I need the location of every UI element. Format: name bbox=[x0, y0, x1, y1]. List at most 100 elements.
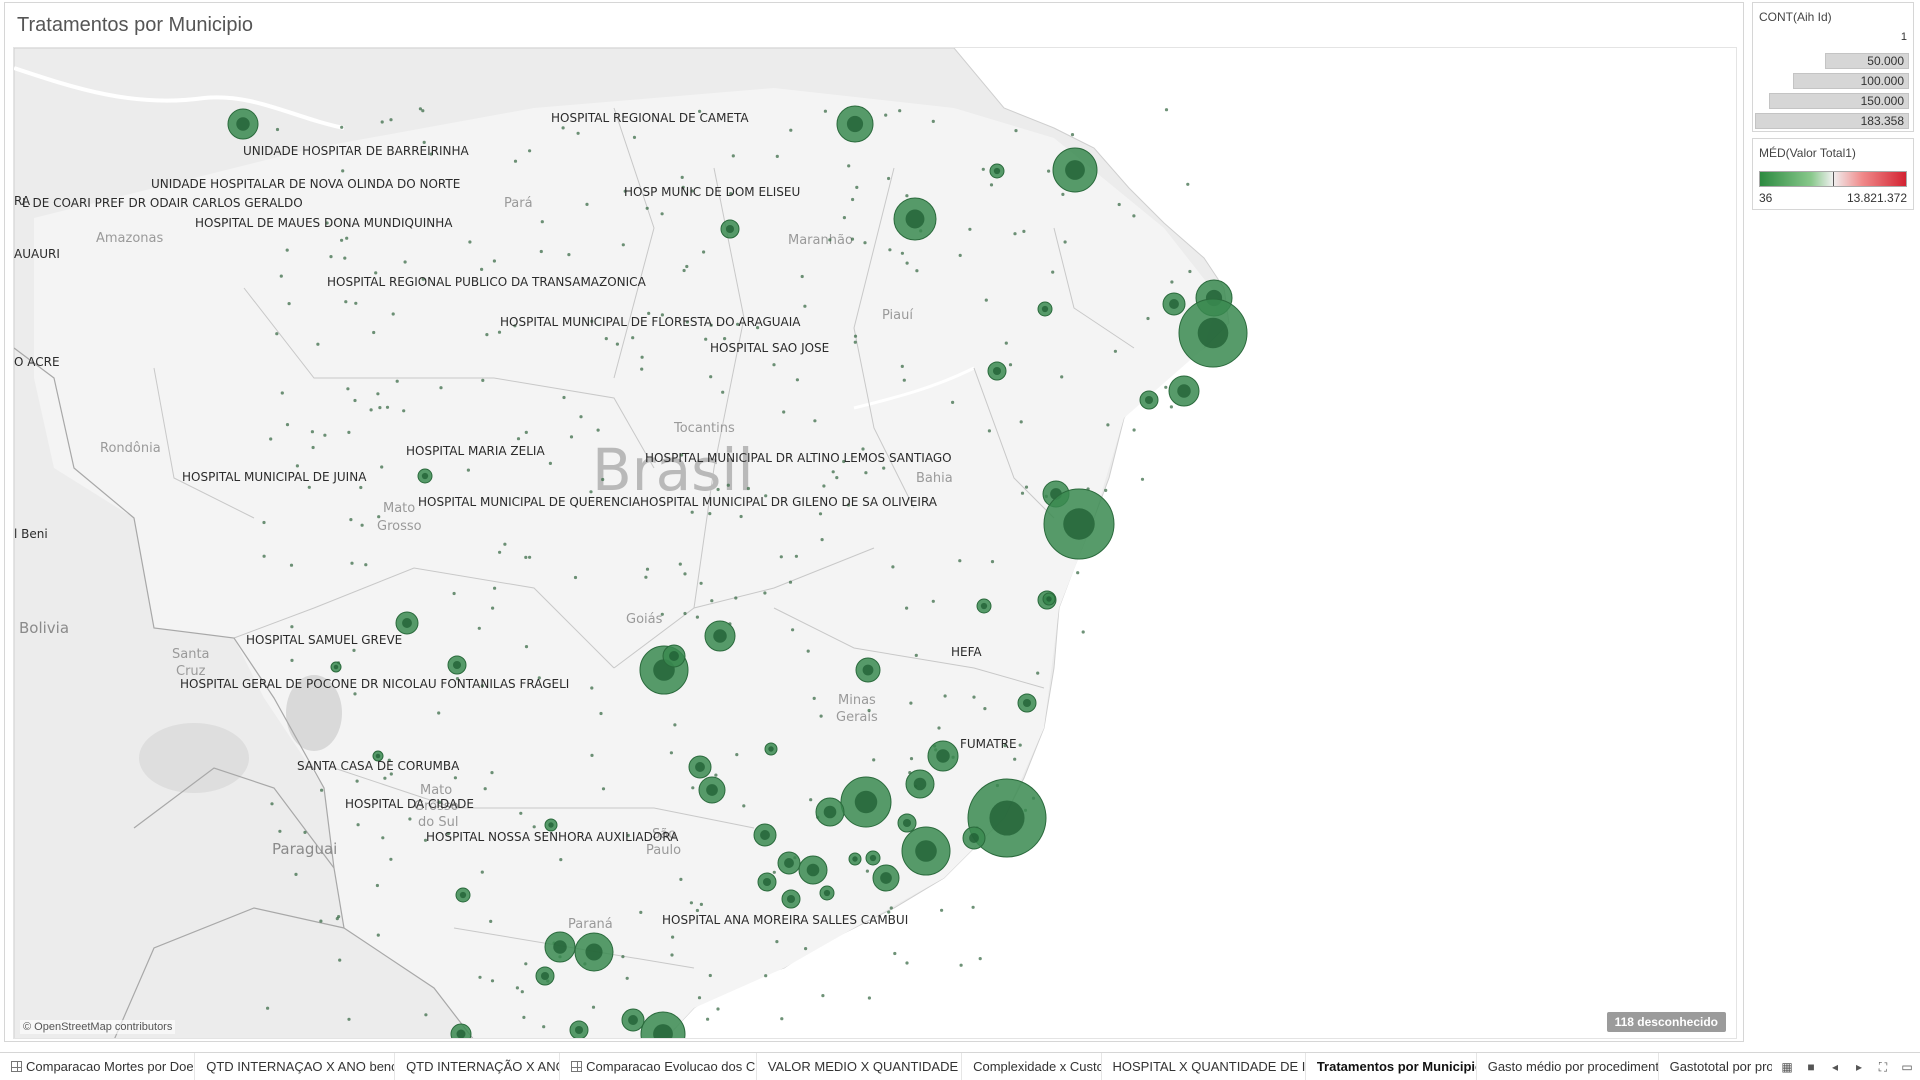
hospital-bubble[interactable] bbox=[395, 611, 419, 635]
hospital-bubble[interactable] bbox=[848, 852, 862, 866]
hospital-bubble[interactable] bbox=[927, 740, 959, 772]
hospital-bubbles[interactable] bbox=[227, 105, 1248, 1039]
size-legend-item[interactable]: 150.000 bbox=[1757, 91, 1909, 111]
hospital-dot bbox=[710, 599, 714, 603]
sheet-tab[interactable]: Comparacao Evolucao dos C... bbox=[560, 1052, 757, 1080]
sheet-tab[interactable]: Tratamentos por Municipio bbox=[1306, 1052, 1477, 1080]
hospital-bubble[interactable] bbox=[688, 755, 712, 779]
hospital-bubble[interactable] bbox=[698, 776, 726, 804]
color-legend[interactable]: MÉD(Valor Total1) 36 13.821.372 bbox=[1752, 138, 1914, 210]
hospital-bubble[interactable] bbox=[569, 1020, 589, 1039]
hospital-bubble[interactable] bbox=[1162, 292, 1186, 316]
hospital-bubble[interactable] bbox=[1043, 488, 1115, 560]
hospital-bubble[interactable] bbox=[1139, 390, 1159, 410]
hospital-bubble[interactable] bbox=[544, 818, 558, 832]
fullscreen-icon[interactable]: ⛶ bbox=[1878, 1060, 1888, 1074]
hospital-dot bbox=[1008, 363, 1013, 367]
hospital-bubble[interactable] bbox=[989, 163, 1005, 179]
sheet-tab[interactable]: Comparacao Mortes por Doe... bbox=[0, 1052, 196, 1080]
hospital-bubble[interactable] bbox=[1042, 592, 1056, 606]
hospital-bubble[interactable] bbox=[815, 797, 845, 827]
hospital-bubble[interactable] bbox=[662, 644, 686, 668]
hospital-bubble[interactable] bbox=[1178, 298, 1248, 368]
hospital-bubble[interactable] bbox=[621, 1008, 645, 1032]
filmstrip-icon[interactable]: ■ bbox=[1807, 1060, 1815, 1074]
grid-view-icon[interactable]: ▦ bbox=[1781, 1060, 1793, 1074]
hospital-bubble[interactable] bbox=[836, 105, 874, 143]
hospital-bubble[interactable] bbox=[720, 219, 740, 239]
hospital-dot bbox=[364, 563, 368, 567]
hospital-bubble[interactable] bbox=[372, 750, 384, 762]
hospital-bubble[interactable] bbox=[872, 864, 900, 892]
size-legend-item[interactable]: 1 bbox=[1757, 31, 1909, 51]
sheet-tab[interactable]: Complexidade x Custo bbox=[962, 1052, 1102, 1080]
hospital-dot bbox=[275, 127, 280, 132]
hospital-bubble[interactable] bbox=[798, 855, 828, 885]
sheet-tab[interactable]: Gasto médio por procedimento bbox=[1477, 1052, 1659, 1080]
size-legend-item[interactable]: 183.358 bbox=[1755, 111, 1909, 131]
size-legend-items: 1 50.000 100.000 150.000 183.358 bbox=[1753, 31, 1913, 131]
hospital-dot bbox=[775, 940, 779, 944]
hospital-bubble[interactable] bbox=[417, 468, 433, 484]
hospital-bubble[interactable] bbox=[976, 598, 992, 614]
hospital-bubble[interactable] bbox=[450, 1023, 472, 1039]
hospital-bubble[interactable] bbox=[905, 769, 935, 799]
hospital-bubble[interactable] bbox=[764, 742, 778, 756]
hospital-dot bbox=[680, 175, 684, 179]
unknown-locations-badge[interactable]: 118 desconhecido bbox=[1606, 1012, 1726, 1032]
present-icon[interactable]: ▭ bbox=[1901, 1060, 1913, 1074]
hospital-bubble[interactable] bbox=[447, 655, 467, 675]
hospital-dot bbox=[389, 118, 393, 122]
hospital-bubble[interactable] bbox=[535, 966, 555, 986]
hospital-bubble[interactable] bbox=[819, 885, 835, 901]
hospital-bubble[interactable] bbox=[544, 931, 576, 963]
hospital-dot bbox=[498, 550, 502, 554]
hospital-bubble[interactable] bbox=[1037, 301, 1053, 317]
hospital-bubble[interactable] bbox=[330, 661, 342, 673]
hospital-bubble[interactable] bbox=[753, 823, 777, 847]
hospital-dot bbox=[943, 694, 947, 698]
size-legend-item[interactable]: 100.000 bbox=[1757, 71, 1909, 91]
hospital-bubble[interactable] bbox=[1017, 693, 1037, 713]
hospital-dot bbox=[590, 319, 594, 323]
hospital-bubble[interactable] bbox=[901, 826, 951, 876]
hospital-bubble[interactable] bbox=[893, 197, 937, 241]
size-legend[interactable]: CONT(Aih Id) 1 50.000 100.000 150.000 183.35… bbox=[1752, 2, 1914, 132]
hospital-bubble[interactable] bbox=[777, 851, 801, 875]
osm-attribution[interactable]: © OpenStreetMap contributors bbox=[20, 1020, 176, 1034]
hospital-bubble[interactable] bbox=[227, 108, 259, 140]
prev-icon[interactable]: ◂ bbox=[1831, 1060, 1839, 1074]
hospital-dot bbox=[891, 565, 895, 569]
hospital-dot bbox=[485, 333, 489, 337]
hospital-bubble[interactable] bbox=[855, 657, 881, 683]
hospital-dot bbox=[828, 238, 832, 242]
hospital-bubble[interactable] bbox=[967, 778, 1047, 858]
hospital-bubble[interactable] bbox=[704, 620, 736, 652]
hospital-bubble[interactable] bbox=[640, 1011, 686, 1039]
sheet-tab[interactable]: VALOR MEDIO X QUANTIDADE ... bbox=[757, 1052, 963, 1080]
hospital-bubble[interactable] bbox=[781, 889, 801, 909]
hospital-bubble[interactable] bbox=[987, 361, 1007, 381]
hospital-bubble[interactable] bbox=[865, 850, 881, 866]
hospital-bubble[interactable] bbox=[1168, 375, 1200, 407]
hospital-bubble[interactable] bbox=[840, 776, 892, 828]
hospital-bubble[interactable] bbox=[757, 872, 777, 892]
sheet-tab[interactable]: Gastototal por proc bbox=[1659, 1052, 1780, 1080]
map-canvas[interactable]: Pará Amazonas Maranhão Piauí Tocantins Rondôn… bbox=[14, 48, 1737, 1039]
sheet-tab[interactable]: QTD INTERNAÇAO X ANO bench bbox=[195, 1052, 396, 1080]
hospital-bubble[interactable] bbox=[455, 887, 471, 903]
hospital-bubble[interactable] bbox=[897, 813, 917, 833]
next-icon[interactable]: ▸ bbox=[1855, 1060, 1863, 1074]
hospital-bubble[interactable] bbox=[574, 932, 614, 972]
hospital-dot bbox=[290, 625, 294, 629]
hospital-bubble[interactable] bbox=[1052, 147, 1098, 193]
map-view[interactable]: Pará Amazonas Maranhão Piauí Tocantins Rondôn… bbox=[13, 47, 1737, 1039]
hospital-bubble[interactable] bbox=[962, 826, 986, 850]
country-label: Paraguai bbox=[272, 840, 337, 858]
hospital-dot bbox=[914, 653, 918, 658]
hospital-dot bbox=[311, 445, 315, 450]
sheet-tab[interactable]: HOSPITAL X QUANTIDADE DE I... bbox=[1102, 1052, 1306, 1080]
sheet-tab[interactable]: QTD INTERNAÇÃO X ANO bbox=[395, 1052, 561, 1080]
hospital-dot bbox=[729, 192, 733, 196]
size-legend-item[interactable]: 50.000 bbox=[1757, 51, 1909, 71]
